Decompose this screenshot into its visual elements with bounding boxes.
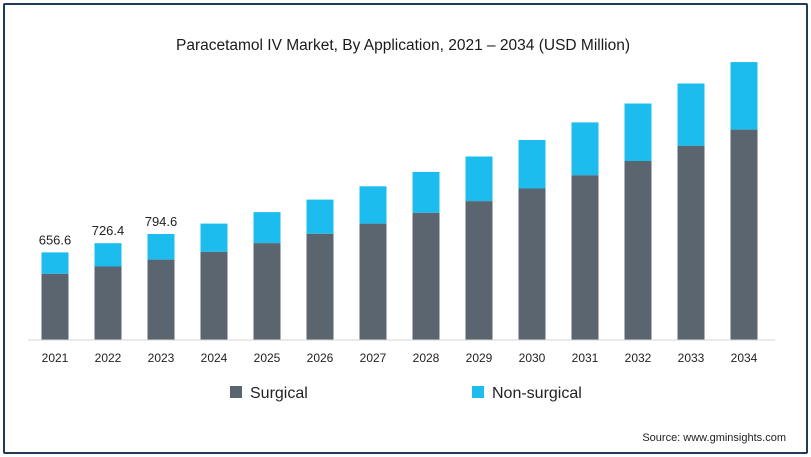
bar-surgical-2029 (465, 201, 493, 340)
x-tick-labels: 2021 2022 2023 2024 2025 2026 2027 2028 2029 2030… (42, 351, 758, 365)
x-tick-label: 2034 (731, 351, 758, 365)
legend-label-non-surgical: Non-surgical (492, 385, 582, 402)
bar-surgical-2026 (306, 233, 334, 340)
x-tick-label: 2024 (201, 351, 228, 365)
data-labels: 656.6 726.4 794.6 (39, 214, 178, 247)
bar-surgical-2024 (200, 251, 228, 340)
source-note: Source: www.gminsights.com (642, 432, 786, 444)
bar-non-surgical-2022 (94, 243, 122, 267)
bar-non-surgical-2029 (465, 156, 493, 201)
x-tick-label: 2033 (678, 351, 705, 365)
bar-non-surgical-2034 (730, 62, 758, 130)
legend-swatch-non-surgical (472, 386, 484, 398)
bar-non-surgical-2023 (147, 234, 175, 260)
data-label: 656.6 (39, 232, 72, 247)
bars-group (41, 62, 758, 340)
legend-label-surgical: Surgical (250, 385, 308, 402)
x-tick-label: 2026 (307, 351, 334, 365)
bar-surgical-2025 (253, 243, 281, 340)
x-tick-label: 2030 (519, 351, 546, 365)
legend-swatch-surgical (230, 386, 242, 398)
x-tick-label: 2022 (95, 351, 122, 365)
bar-surgical-2034 (730, 129, 758, 340)
bar-non-surgical-2032 (624, 103, 652, 161)
x-tick-label: 2029 (466, 351, 493, 365)
x-tick-label: 2023 (148, 351, 175, 365)
data-label: 726.4 (92, 223, 125, 238)
bar-surgical-2030 (518, 188, 546, 340)
chart-frame (3, 3, 808, 454)
bar-surgical-2021 (41, 273, 69, 340)
bar-non-surgical-2024 (200, 223, 228, 252)
bar-surgical-2022 (94, 266, 122, 340)
x-tick-label: 2025 (254, 351, 281, 365)
bar-surgical-2027 (359, 223, 387, 340)
bar-non-surgical-2027 (359, 186, 387, 224)
legend: Surgical Non-surgical (230, 385, 582, 402)
bar-surgical-2032 (624, 160, 652, 340)
bar-non-surgical-2031 (571, 122, 599, 176)
bar-surgical-2028 (412, 212, 440, 340)
bar-non-surgical-2026 (306, 199, 334, 234)
data-label: 794.6 (145, 214, 178, 229)
bar-non-surgical-2021 (41, 252, 69, 274)
bar-non-surgical-2033 (677, 83, 705, 146)
bar-non-surgical-2025 (253, 212, 281, 243)
x-tick-label: 2031 (572, 351, 599, 365)
bar-surgical-2023 (147, 259, 175, 340)
x-tick-label: 2032 (625, 351, 652, 365)
x-tick-label: 2021 (42, 351, 69, 365)
x-tick-label: 2028 (413, 351, 440, 365)
x-tick-label: 2027 (360, 351, 387, 365)
bar-surgical-2033 (677, 145, 705, 340)
bar-non-surgical-2030 (518, 140, 546, 189)
bar-surgical-2031 (571, 175, 599, 340)
chart-title: Paracetamol IV Market, By Application, 2… (176, 37, 630, 54)
bar-non-surgical-2028 (412, 171, 440, 213)
